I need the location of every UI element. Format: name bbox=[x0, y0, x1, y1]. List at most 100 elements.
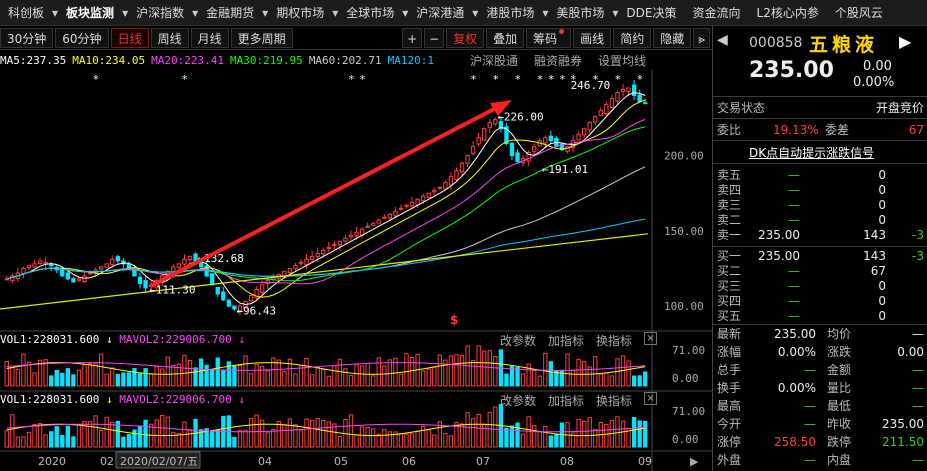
toolbar-button[interactable]: 隐藏 bbox=[653, 27, 692, 48]
zoom-in-button[interactable]: + bbox=[402, 27, 423, 48]
chart-tool-button[interactable]: 设置均线 bbox=[598, 53, 647, 68]
add-indicator-button[interactable]: 加指标 bbox=[548, 334, 585, 348]
candle-body bbox=[482, 128, 487, 141]
nav-item[interactable]: 港股市场 bbox=[486, 5, 535, 20]
close-icon[interactable]: × bbox=[644, 392, 658, 405]
volume-bar bbox=[376, 433, 381, 448]
toolbar-button[interactable]: 画线 bbox=[573, 27, 612, 48]
candle-body bbox=[237, 305, 243, 312]
volume-bar bbox=[210, 369, 215, 387]
x-axis-label: 04 bbox=[258, 455, 272, 468]
nav-item[interactable]: 个股风云 bbox=[834, 5, 883, 20]
volume-bar bbox=[60, 372, 65, 387]
close-icon[interactable]: × bbox=[644, 332, 658, 345]
period-button[interactable]: 月线 bbox=[190, 27, 229, 48]
toolbar-button[interactable]: 叠加 bbox=[486, 27, 525, 48]
dk-signal-link[interactable]: DK点自动提示涨跌信号 bbox=[749, 146, 875, 160]
volume-bar bbox=[593, 428, 598, 448]
volume-bar bbox=[470, 418, 476, 448]
switch-indicator-button[interactable]: 换指标 bbox=[596, 334, 633, 348]
stats-row: 今开 — 昨收 235.00 bbox=[713, 416, 927, 432]
collapse-right-icon[interactable]: ⪢ bbox=[693, 27, 710, 48]
period-button[interactable]: 30分钟 bbox=[0, 27, 54, 48]
candle-body bbox=[487, 122, 492, 128]
candle-body bbox=[409, 201, 415, 207]
nav-item[interactable]: 沪深指数 bbox=[136, 5, 185, 20]
volume-bar bbox=[110, 367, 115, 387]
period-button[interactable]: 更多周期 bbox=[230, 27, 293, 48]
stat-label: 换手 bbox=[717, 381, 742, 395]
volume-bar bbox=[443, 359, 448, 387]
volume-bar bbox=[54, 426, 59, 448]
chevron-down-icon: ▾ bbox=[472, 5, 479, 20]
candle-body bbox=[498, 121, 504, 130]
candle-body bbox=[343, 237, 348, 242]
candle-body bbox=[470, 146, 476, 154]
signal-star-icon: * bbox=[637, 73, 644, 86]
volume-bar bbox=[581, 420, 587, 448]
order-label: 卖三 bbox=[717, 198, 742, 212]
nav-item[interactable]: 金融期货 bbox=[206, 5, 255, 20]
volume-bar bbox=[487, 411, 492, 448]
volume-bar bbox=[376, 357, 381, 387]
period-button[interactable]: 周线 bbox=[150, 27, 189, 48]
volume-bar bbox=[276, 420, 281, 448]
candle-body bbox=[626, 87, 631, 93]
volume-bar bbox=[176, 433, 182, 448]
volume-bar bbox=[115, 373, 120, 387]
next-stock-icon[interactable]: ▶ bbox=[899, 32, 912, 51]
volume-bar bbox=[398, 433, 404, 448]
x-axis-label: 08 bbox=[560, 455, 574, 468]
candle-body bbox=[254, 288, 259, 299]
volume-bar bbox=[543, 352, 548, 387]
candle-body bbox=[110, 258, 115, 265]
chart-tool-button[interactable]: 融资融券 bbox=[534, 53, 583, 68]
x-axis-label: 02 bbox=[100, 455, 114, 468]
nav-item[interactable]: DDE决策 bbox=[626, 5, 677, 20]
volume-bar bbox=[248, 373, 254, 387]
order-vol: 0 bbox=[878, 213, 886, 227]
nav-item[interactable]: 资金流向 bbox=[692, 5, 741, 20]
order-row: 卖三 — 0 bbox=[713, 197, 927, 213]
candle-body bbox=[298, 261, 304, 264]
candle-body bbox=[376, 219, 381, 224]
volume-bar bbox=[287, 418, 293, 448]
volume-bar bbox=[593, 356, 598, 387]
stat-value: 211.50 bbox=[882, 435, 924, 449]
nav-item[interactable]: 美股市场 bbox=[556, 5, 605, 20]
scroll-right-icon: ▶ bbox=[690, 455, 699, 468]
add-indicator-button[interactable]: 加指标 bbox=[548, 394, 585, 408]
order-vol: 67 bbox=[870, 264, 886, 278]
candle-body bbox=[121, 260, 126, 265]
arrow-down-icon: ↓ bbox=[105, 333, 120, 346]
switch-indicator-button[interactable]: 换指标 bbox=[596, 394, 633, 408]
volume-bar bbox=[365, 426, 370, 448]
volume-bar bbox=[526, 416, 531, 448]
zoom-out-button[interactable]: − bbox=[424, 27, 445, 48]
vol-axis-label: 0.00 bbox=[672, 433, 699, 446]
toolbar-button[interactable]: 筹码 bbox=[526, 27, 572, 48]
edit-params-button[interactable]: 改参数 bbox=[500, 394, 537, 408]
volume-bar bbox=[526, 363, 531, 387]
nav-item[interactable]: 板块监测 bbox=[66, 5, 115, 20]
candle-body bbox=[259, 284, 265, 293]
edit-params-button[interactable]: 改参数 bbox=[500, 334, 537, 348]
nav-item[interactable]: 沪深港通 bbox=[416, 5, 465, 20]
volume-bar bbox=[259, 365, 265, 387]
kline-chart[interactable]: 246.70←226.00←191.01←132.68←111.30←96.43… bbox=[0, 69, 712, 471]
toolbar-button[interactable]: 复权 bbox=[446, 27, 485, 48]
volume-bar bbox=[232, 436, 237, 448]
toolbar-button[interactable]: 简约 bbox=[613, 27, 652, 48]
period-button[interactable]: 日线 bbox=[110, 27, 149, 48]
collapse-left-icon[interactable]: ◀ bbox=[717, 32, 728, 48]
volume-bar bbox=[43, 359, 48, 387]
nav-item[interactable]: L2核心内参 bbox=[756, 5, 819, 20]
period-button[interactable]: 60分钟 bbox=[55, 27, 109, 48]
nav-item[interactable]: 期权市场 bbox=[276, 5, 325, 20]
ma-value: MA20:223.41 bbox=[151, 53, 224, 67]
nav-item[interactable]: 科创板 bbox=[8, 5, 45, 20]
nav-item[interactable]: 全球市场 bbox=[346, 5, 395, 20]
candle-body bbox=[4, 278, 9, 281]
chart-tool-button[interactable]: 沪深股通 bbox=[470, 53, 519, 68]
stat-label: 最高 bbox=[717, 399, 742, 413]
